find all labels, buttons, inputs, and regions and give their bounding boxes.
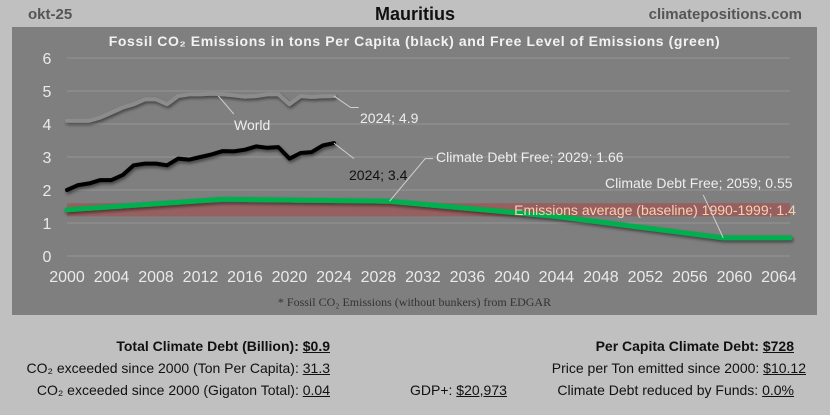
x-tick-label: 2000 <box>49 269 85 286</box>
date-label: okt-25 <box>28 6 73 23</box>
x-tick-label: 2040 <box>494 269 530 286</box>
country-series-line <box>65 141 336 192</box>
gdp-row: GDP+: $20,973 <box>410 382 507 398</box>
exceeded-gigaton-value: 0.04 <box>302 382 330 398</box>
exceeded-per-capita-row: CO₂ exceeded since 2000 (Ton Per Capita)… <box>27 360 331 376</box>
y-tick-label: 4 <box>43 117 52 134</box>
y-tick-label: 1 <box>43 216 52 233</box>
y-tick-label: 6 <box>43 51 52 68</box>
gdp-value: $20,973 <box>456 382 507 398</box>
y-tick-label: 3 <box>43 150 52 167</box>
debt-free-2059-label: Climate Debt Free; 2059; 0.55 <box>605 175 793 191</box>
site-label: climatepositions.com <box>648 6 802 23</box>
x-tick-label: 2024 <box>316 269 352 286</box>
exceeded-gigaton-row: CO₂ exceeded since 2000 (Gigaton Total):… <box>37 382 330 398</box>
gdp-label: GDP+: <box>410 382 453 398</box>
price-per-ton-row: Price per Ton emitted since 2000: $10.12 <box>552 360 806 376</box>
leader-line <box>389 158 434 202</box>
per-capita-debt-value: $728 <box>762 338 794 354</box>
exceeded-per-capita-label: CO₂ exceeded since 2000 (Ton Per Capita)… <box>26 360 299 376</box>
leader-line <box>333 95 359 108</box>
x-tick-label: 2012 <box>183 269 219 286</box>
x-tick-label: 2044 <box>539 269 575 286</box>
exceeded-per-capita-value: 31.3 <box>302 360 330 376</box>
leader-line <box>702 194 724 239</box>
total-debt-value: $0.9 <box>302 338 330 354</box>
x-tick-label: 2008 <box>138 269 174 286</box>
exceeded-gigaton-label: CO₂ exceeded since 2000 (Gigaton Total): <box>36 382 299 398</box>
x-tick-label: 2036 <box>450 269 486 286</box>
world-2024-label: 2024; 4.9 <box>360 110 419 126</box>
funds-label: Climate Debt reduced by Funds: <box>557 382 759 398</box>
price-per-ton-label: Price per Ton emitted since 2000: <box>551 360 760 376</box>
x-tick-label: 2028 <box>361 269 397 286</box>
funds-row: Climate Debt reduced by Funds: 0.0% <box>557 382 794 398</box>
chart-title: Fossil CO₂ Emissions in tons Per Capita … <box>108 33 721 49</box>
debt-free-2029-label: Climate Debt Free; 2029; 1.66 <box>436 149 624 165</box>
leader-line <box>333 142 355 160</box>
leader-line <box>217 95 235 115</box>
baseline-band <box>67 203 790 217</box>
y-tick-label: 2 <box>43 183 52 200</box>
x-tick-label: 2020 <box>272 269 308 286</box>
x-tick-label: 2064 <box>761 269 797 286</box>
funds-value: 0.0% <box>762 382 794 398</box>
x-tick-label: 2048 <box>583 269 619 286</box>
world-series-line <box>65 91 336 123</box>
free-level-series-line <box>64 196 793 241</box>
total-debt-label: Total Climate Debt (Billion): <box>116 338 299 354</box>
country-2024-label: 2024; 3.4 <box>349 167 408 183</box>
chart-footnote: * Fossil CO₂ Emissions (without bunkers)… <box>277 295 552 309</box>
baseline-label: Emissions average (baseline) 1990-1999; … <box>514 202 796 218</box>
price-per-ton-value: $10.12 <box>763 360 806 376</box>
x-tick-label: 2004 <box>94 269 130 286</box>
total-debt-row: Total Climate Debt (Billion): $0.9 <box>116 338 330 354</box>
x-tick-label: 2052 <box>628 269 664 286</box>
country-title: Mauritius <box>374 4 455 24</box>
x-tick-label: 2032 <box>405 269 441 286</box>
x-tick-label: 2060 <box>717 269 753 286</box>
x-tick-label: 2016 <box>227 269 263 286</box>
per-capita-debt-row: Per Capita Climate Debt: $728 <box>596 338 794 354</box>
x-tick-label: 2056 <box>672 269 708 286</box>
y-tick-label: 5 <box>43 84 52 101</box>
per-capita-debt-label: Per Capita Climate Debt: <box>595 338 759 354</box>
y-tick-label: 0 <box>43 249 52 266</box>
world-label: World <box>234 117 270 133</box>
